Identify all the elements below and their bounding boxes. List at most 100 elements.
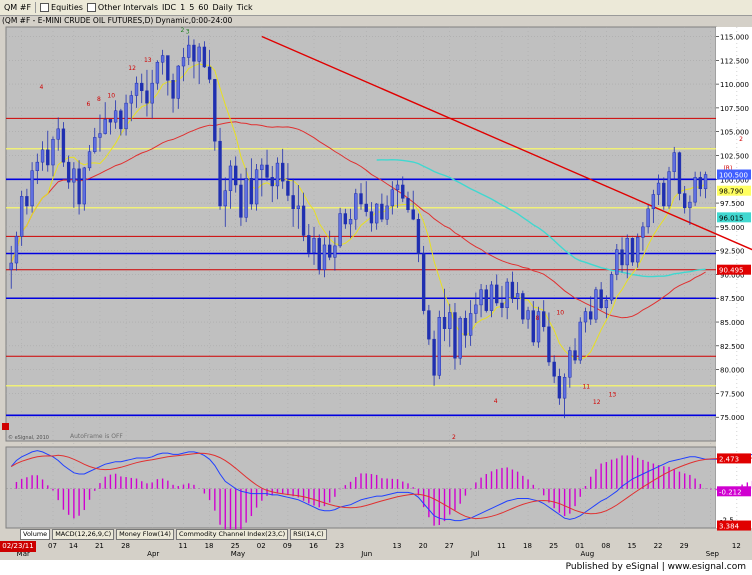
candle-body (9, 262, 13, 270)
candle-body (207, 66, 212, 80)
time-tick-label: May (231, 550, 245, 558)
candle-body (589, 311, 593, 320)
interval-1-button[interactable]: 1 (180, 3, 185, 12)
candle-body (124, 102, 128, 130)
sequence-label: 3 (186, 29, 190, 36)
time-tick-label: 18 (205, 542, 214, 550)
candle-body (66, 161, 71, 183)
candle-body (448, 312, 452, 329)
candle-body (552, 361, 556, 377)
time-tick-label: 07 (48, 542, 57, 550)
cyan-moving-average (376, 158, 706, 278)
sequence-label: 12 (593, 399, 601, 406)
candle-body (322, 244, 327, 270)
candle-body (327, 244, 332, 258)
price-value-badge (717, 212, 751, 223)
candle-body (667, 171, 671, 207)
candle-body (656, 182, 661, 195)
candle-body (223, 190, 227, 207)
macd-line (10, 450, 752, 522)
tab-volume[interactable]: Volume (20, 529, 51, 540)
candle-body (72, 168, 76, 183)
sequence-label: 10 (556, 309, 564, 316)
sequence-label: 8 (536, 315, 540, 322)
candle-body (651, 194, 656, 210)
macd-value-label: 3.384 (719, 523, 740, 531)
candle-body (521, 293, 525, 320)
macd-signal-line (10, 452, 752, 520)
time-tick-label: Jun (360, 550, 372, 558)
candle-body (354, 193, 358, 220)
tab-money-flow[interactable]: Money Flow(14) (116, 529, 174, 540)
time-tick-label: 02 (257, 542, 266, 550)
slow-moving-average (10, 121, 706, 319)
candle-body (432, 338, 436, 376)
interval-60-label: 60 (198, 3, 209, 12)
candle-body (56, 128, 60, 140)
sequence-label: 4 (40, 84, 44, 91)
p-marker-icon (2, 423, 9, 430)
time-tick-label: 22 (654, 542, 663, 550)
chart-canvas[interactable]: 75.000 77.500 80.000 82.500 85.000 87.500 90.0… (0, 0, 752, 560)
candle-body (82, 167, 86, 205)
symbol-field[interactable]: QM #F (4, 3, 31, 12)
equities-menu[interactable]: Equities (40, 3, 83, 12)
time-tick-label: Sep (706, 550, 720, 558)
publisher-footer: Published by eSignal | www.esignal.com (0, 560, 752, 575)
candle-body (213, 79, 217, 142)
macd-value-badge (717, 453, 751, 464)
price-tick-label: 92.500 (720, 248, 745, 256)
time-tick-label: 27 (445, 542, 454, 550)
candle-body (145, 90, 149, 104)
candle-body (218, 140, 222, 207)
candle-body (562, 376, 567, 399)
idc-button[interactable]: IDC (162, 3, 176, 12)
interval-tick-button[interactable]: Tick (237, 3, 253, 12)
interval-60-button[interactable]: 60 (198, 3, 208, 12)
price-tick-label: 85.000 (720, 319, 745, 327)
sequence-label: 2 (181, 27, 185, 34)
candle-body (369, 211, 374, 224)
candle-body (275, 162, 280, 187)
price-panel (5, 26, 717, 442)
candle-body (693, 177, 697, 203)
interval-daily-label: Daily (212, 3, 233, 12)
candle-body (192, 44, 196, 62)
price-tick-label: 90.000 (720, 271, 745, 279)
candle-body (672, 152, 676, 172)
candle-body (244, 178, 248, 218)
candle-body (500, 302, 504, 309)
candle-body (343, 213, 348, 225)
candle-body (46, 149, 50, 166)
candle-body (463, 317, 468, 336)
price-value-label: 96.015 (719, 214, 744, 222)
time-tick-label: Mar (17, 550, 30, 558)
price-value-label: 100.500 (719, 172, 748, 180)
candle-body (526, 310, 530, 320)
tab-cci[interactable]: Commodity Channel Index(23,C) (175, 529, 289, 540)
other-intervals-menu[interactable]: Other Intervals (86, 3, 158, 12)
price-tick-label: 87.500 (720, 295, 745, 303)
price-tick-label: 100.000 (720, 176, 749, 184)
interval-5-button[interactable]: 5 (189, 3, 194, 12)
sequence-label: (R) (723, 165, 732, 172)
candle-body (155, 61, 160, 84)
candle-body (113, 110, 118, 123)
candle-body (181, 57, 186, 67)
price-tick-label: 95.000 (720, 224, 745, 232)
candle-body (260, 164, 264, 171)
candle-body (536, 311, 541, 343)
sequence-label: 10 (107, 92, 115, 99)
candle-body (594, 289, 598, 320)
tab-rsi[interactable]: RSI(14,C) (290, 529, 327, 540)
candle-body (505, 281, 509, 309)
price-tick-label: 97.500 (720, 200, 745, 208)
candle-body (636, 237, 640, 263)
candle-body (19, 196, 24, 237)
tab-macd[interactable]: MACD(12,26,9,C) (52, 529, 115, 540)
interval-daily-button[interactable]: Daily (212, 3, 232, 12)
candle-body (698, 177, 703, 190)
autoframe-watermark: AutoFrame is OFF (70, 433, 123, 440)
sequence-label: 11 (582, 384, 590, 391)
